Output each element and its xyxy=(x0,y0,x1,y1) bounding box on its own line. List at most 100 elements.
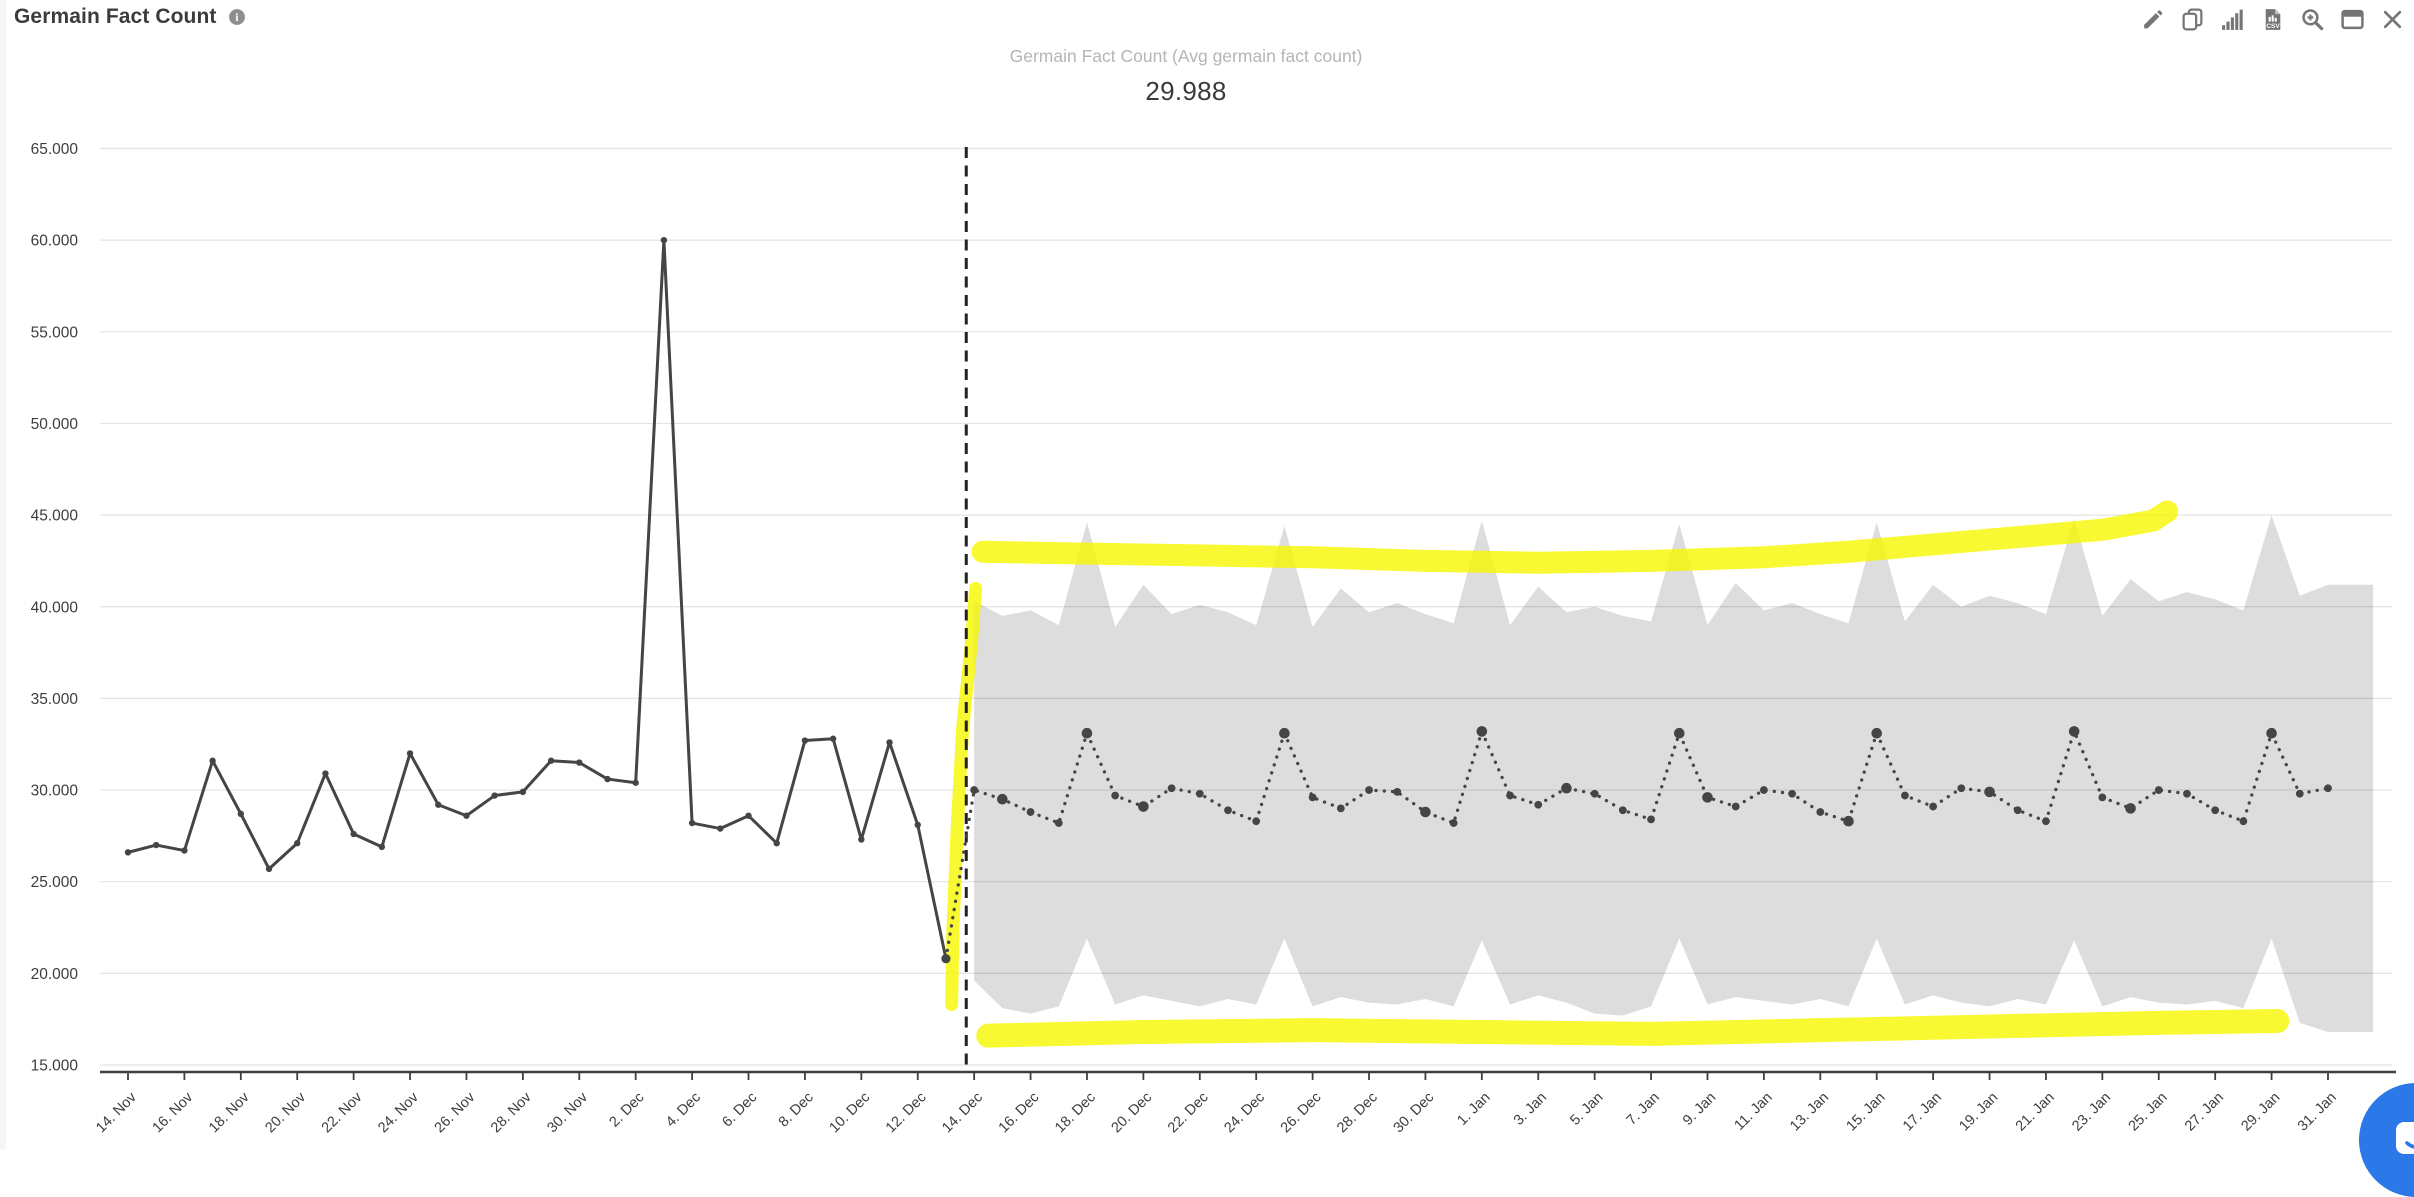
actual-point xyxy=(350,830,357,838)
forecast-point xyxy=(1702,792,1713,803)
forecast-point xyxy=(1590,789,1599,798)
forecast-point xyxy=(2266,727,2277,739)
forecast-point xyxy=(1843,815,1854,827)
x-tick-label: 19. Jan xyxy=(1956,1090,2001,1135)
x-tick-label: 20. Dec xyxy=(1109,1090,1156,1137)
actual-point xyxy=(914,821,921,829)
x-tick-label: 22. Nov xyxy=(319,1089,366,1136)
forecast-point xyxy=(1901,791,1909,800)
analytics-button[interactable] xyxy=(2219,6,2246,33)
forecast-point xyxy=(1957,784,1966,793)
actual-point xyxy=(209,757,216,764)
forecast-point xyxy=(1929,802,1938,811)
highlight-bottom xyxy=(976,1009,2290,1048)
forecast-point xyxy=(1167,784,1176,793)
actual-point xyxy=(886,739,893,746)
actual-point xyxy=(547,757,555,764)
forecast-point xyxy=(2295,789,2304,798)
x-tick-label: 16. Nov xyxy=(150,1089,197,1136)
x-tick-label: 18. Dec xyxy=(1052,1090,1099,1137)
y-tick-label: 20.000 xyxy=(31,966,79,983)
chart-subtitle: Germain Fact Count (Avg germain fact cou… xyxy=(1009,46,1363,66)
forecast-point xyxy=(1365,786,1373,794)
forecast-point xyxy=(1393,787,1402,796)
y-tick-label: 40.000 xyxy=(31,599,79,616)
x-tick-label: 1. Jan xyxy=(1454,1090,1493,1129)
x-tick-label: 18. Nov xyxy=(206,1089,253,1136)
y-tick-label: 30.000 xyxy=(31,783,79,800)
forecast-point xyxy=(1111,791,1120,800)
expand-button[interactable] xyxy=(2339,6,2366,33)
x-tick-label: 10. Dec xyxy=(827,1090,874,1137)
x-tick-label: 26. Nov xyxy=(432,1089,479,1136)
forecast-point xyxy=(2098,793,2107,802)
forecast-point xyxy=(1561,782,1572,794)
gridlines xyxy=(100,147,2392,1066)
x-tick-label: 17. Jan xyxy=(1900,1090,1945,1135)
actual-point xyxy=(124,849,132,856)
x-tick-label: 24. Dec xyxy=(1221,1090,1268,1137)
magnifier-plus-icon xyxy=(2302,9,2324,31)
x-tick-label: 28. Nov xyxy=(488,1089,535,1136)
x-tick-label: 24. Nov xyxy=(375,1089,422,1136)
actual-point xyxy=(660,236,668,244)
x-tick-label: 6. Dec xyxy=(719,1090,760,1131)
pencil-icon xyxy=(2144,10,2163,29)
kpi-value: 29.988 xyxy=(1145,76,1227,106)
forecast-point xyxy=(2239,817,2248,826)
forecast-point xyxy=(1618,806,1627,815)
x-tick-label: 7. Jan xyxy=(1624,1090,1663,1129)
x-tick-label: 29. Jan xyxy=(2238,1090,2283,1135)
duplicate-button[interactable] xyxy=(2179,6,2206,33)
x-tick-label: 8. Dec xyxy=(776,1090,817,1131)
x-tick-label: 25. Jan xyxy=(2126,1090,2171,1135)
actual-point xyxy=(491,792,498,799)
forecast-point xyxy=(1026,808,1035,816)
y-tick-label: 25.000 xyxy=(31,874,79,891)
x-tick-label: 27. Jan xyxy=(2182,1090,2227,1135)
actual-series xyxy=(124,236,951,964)
forecast-point xyxy=(1788,789,1796,798)
y-axis-labels: 65.000 60.000 55.000 50.000 45.000 40.000 35.0… xyxy=(31,141,79,1075)
edit-button[interactable] xyxy=(2139,6,2166,33)
x-tick-label: 26. Dec xyxy=(1278,1090,1325,1137)
actual-point xyxy=(576,759,583,766)
x-tick-label: 15. Jan xyxy=(1844,1090,1889,1135)
x-tick-label: 2. Dec xyxy=(607,1090,648,1131)
actual-point xyxy=(688,819,696,827)
forecast-point xyxy=(1054,819,1063,827)
actual-point xyxy=(322,770,329,777)
x-tick-label: 21. Jan xyxy=(2013,1090,2058,1135)
zoom-in-button[interactable] xyxy=(2299,6,2326,33)
actual-point xyxy=(717,825,724,832)
y-tick-label: 35.000 xyxy=(31,691,79,708)
forecast-point xyxy=(1673,727,1685,739)
x-tick-label: 22. Dec xyxy=(1165,1090,1212,1137)
forecast-point xyxy=(1506,791,1514,800)
x-tick-label: 11. Jan xyxy=(1732,1090,1776,1134)
highlighter-annotations xyxy=(945,500,2290,1048)
widget-titlebar: Germain Fact Count i xyxy=(14,5,247,29)
forecast-point xyxy=(2183,789,2191,798)
forecast-point xyxy=(1138,801,1149,812)
actual-point xyxy=(604,775,611,783)
highlight-top xyxy=(971,500,2179,574)
x-tick-label: 14. Nov xyxy=(93,1089,140,1136)
close-button[interactable] xyxy=(2379,6,2406,33)
chart-canvas[interactable]: 65.000 60.000 55.000 50.000 45.000 40.000 35.0… xyxy=(0,0,2414,1150)
info-icon[interactable]: i xyxy=(227,7,247,27)
forecast-point xyxy=(1279,727,1290,739)
x-tick-label: 28. Dec xyxy=(1334,1090,1381,1137)
widget-title: Germain Fact Count xyxy=(14,5,217,28)
forecast-point xyxy=(1336,804,1345,813)
csv-export-icon: CSV xyxy=(2265,9,2280,30)
export-csv-button[interactable]: CSV xyxy=(2259,6,2286,33)
y-tick-label: 60.000 xyxy=(31,233,79,250)
x-tick-label: 5. Jan xyxy=(1567,1090,1606,1129)
forecast-point xyxy=(1871,727,1883,739)
forecast-point xyxy=(1759,786,1768,794)
x-tick-label: 23. Jan xyxy=(2069,1090,2114,1135)
x-tick-label: 13. Jan xyxy=(1787,1090,1832,1135)
svg-text:CSV: CSV xyxy=(2266,23,2280,30)
